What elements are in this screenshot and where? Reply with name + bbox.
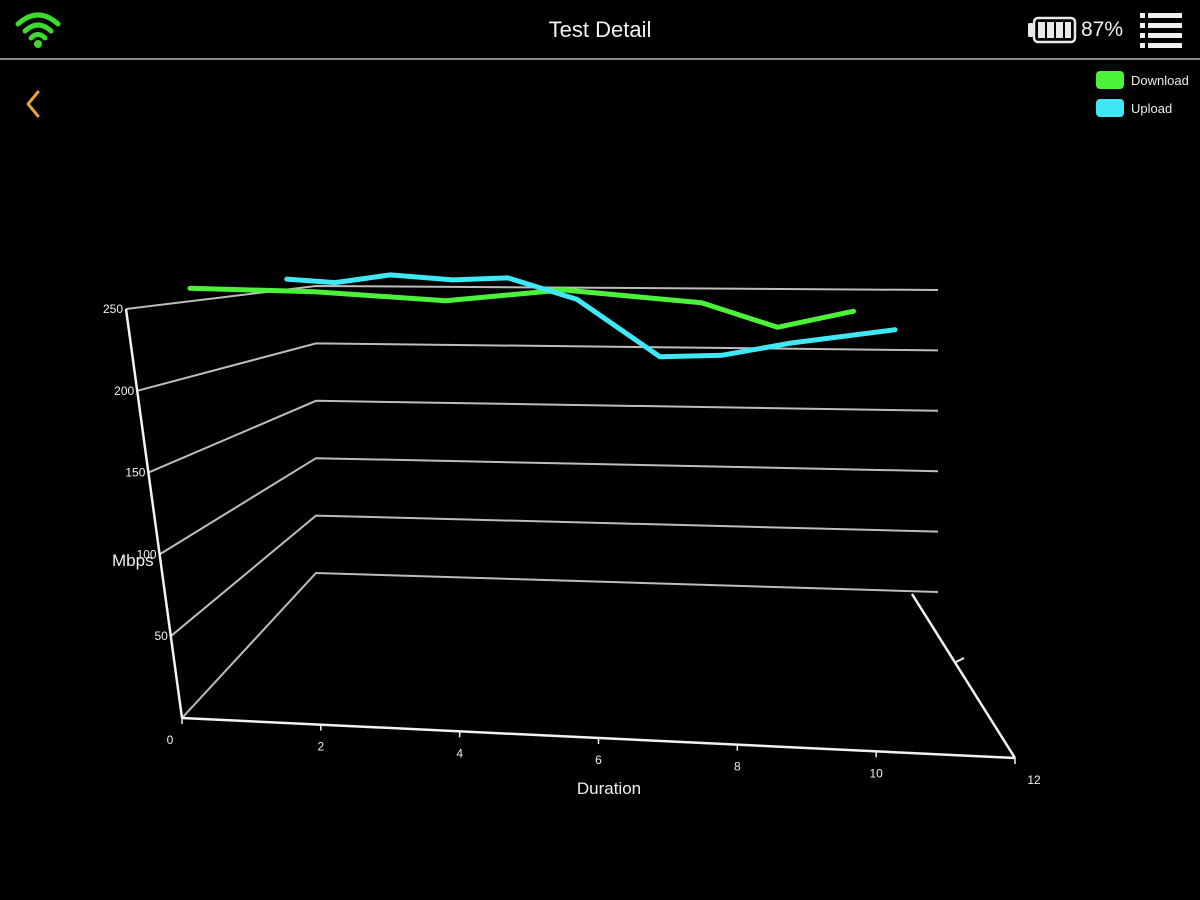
x-axis-title: Duration bbox=[577, 779, 641, 798]
y-tick-label-150: 150 bbox=[125, 466, 145, 480]
battery-icon bbox=[1028, 16, 1077, 44]
header-bar: Test Detail 87% bbox=[0, 0, 1200, 60]
chart-legend: Download Upload bbox=[1096, 66, 1189, 122]
menu-icon[interactable] bbox=[1140, 12, 1182, 48]
legend-swatch-upload bbox=[1096, 99, 1124, 117]
y-tick-label-100: 100 bbox=[137, 547, 157, 561]
grid-line-100 bbox=[159, 457, 939, 556]
battery-percent: 87% bbox=[1081, 18, 1124, 41]
grid-line-250 bbox=[125, 284, 939, 310]
x-tick-label-0: 0 bbox=[167, 733, 174, 747]
wifi-icon bbox=[15, 12, 61, 48]
x-tick-label-6: 6 bbox=[595, 753, 602, 767]
y-tick-label-200: 200 bbox=[114, 384, 134, 398]
y-tick-label-250: 250 bbox=[103, 302, 123, 316]
grid-line-50 bbox=[170, 514, 939, 637]
legend-item-download: Download bbox=[1096, 66, 1189, 94]
back-arrow-icon[interactable] bbox=[18, 86, 50, 122]
page-title: Test Detail bbox=[548, 17, 652, 42]
legend-label-download: Download bbox=[1131, 72, 1189, 88]
depth-axis-line bbox=[910, 593, 1017, 759]
legend-swatch-download bbox=[1096, 71, 1124, 89]
x-tick-label-10: 10 bbox=[869, 766, 883, 780]
series-line-download bbox=[187, 285, 856, 330]
legend-label-upload: Upload bbox=[1131, 100, 1173, 116]
x-tick-label-8: 8 bbox=[734, 760, 741, 774]
grid-line-150 bbox=[148, 399, 939, 474]
x-tick-label-2: 2 bbox=[317, 740, 324, 754]
x-tick-label-4: 4 bbox=[456, 746, 463, 760]
x-tick-label-12: 12 bbox=[1027, 773, 1041, 787]
y-axis-line bbox=[124, 308, 184, 719]
y-tick-label-50: 50 bbox=[154, 629, 168, 643]
legend-item-upload: Upload bbox=[1096, 94, 1189, 122]
depth-axis-tick bbox=[955, 657, 965, 663]
grid-line-200 bbox=[136, 342, 939, 392]
y-axis-title: Mbps bbox=[112, 551, 154, 570]
grid-line-0 bbox=[181, 571, 939, 719]
series-line-upload bbox=[284, 272, 898, 360]
